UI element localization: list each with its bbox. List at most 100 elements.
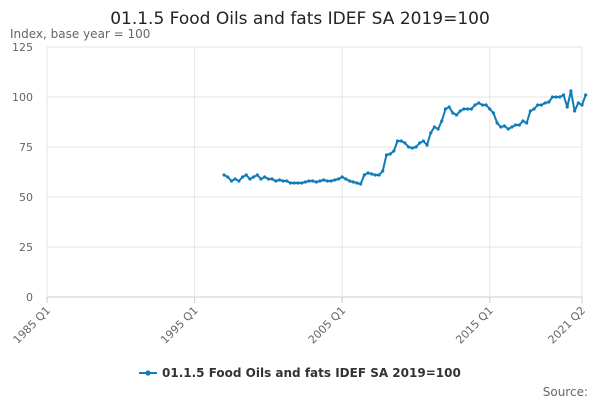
data-point[interactable] [377, 173, 381, 177]
data-point[interactable] [491, 111, 496, 115]
data-point[interactable] [274, 179, 278, 183]
data-point[interactable] [466, 107, 470, 111]
data-point[interactable] [477, 101, 481, 105]
data-point[interactable] [347, 179, 352, 183]
data-point[interactable] [502, 124, 507, 128]
data-point[interactable] [329, 179, 333, 183]
data-point[interactable] [303, 180, 307, 184]
data-point[interactable] [488, 107, 492, 111]
data-point[interactable] [414, 145, 418, 149]
data-point[interactable] [458, 109, 462, 113]
data-point[interactable] [255, 173, 259, 177]
data-point[interactable] [550, 95, 555, 99]
data-point[interactable] [322, 178, 326, 182]
data-point[interactable] [513, 123, 518, 127]
data-point[interactable] [263, 175, 267, 179]
data-point[interactable] [451, 111, 455, 115]
data-point[interactable] [403, 141, 407, 145]
data-point[interactable] [359, 182, 363, 186]
data-point[interactable] [495, 121, 499, 125]
data-point[interactable] [285, 179, 289, 183]
data-point[interactable] [499, 125, 503, 129]
data-point[interactable] [425, 143, 429, 147]
data-point[interactable] [240, 175, 245, 179]
data-point[interactable] [248, 177, 252, 181]
data-point[interactable] [333, 178, 337, 182]
data-point[interactable] [296, 181, 300, 185]
data-point[interactable] [395, 139, 400, 143]
data-point[interactable] [418, 141, 422, 145]
data-point[interactable] [561, 93, 566, 97]
data-point[interactable] [543, 101, 547, 105]
data-point[interactable] [340, 175, 344, 179]
data-point[interactable] [558, 95, 562, 99]
data-point[interactable] [229, 179, 234, 183]
data-point[interactable] [506, 127, 510, 131]
data-point[interactable] [259, 177, 263, 181]
data-point[interactable] [355, 181, 359, 185]
data-point[interactable] [381, 169, 385, 173]
data-point[interactable] [351, 180, 355, 184]
data-point[interactable] [532, 107, 536, 111]
data-point[interactable] [469, 107, 473, 111]
data-point[interactable] [565, 105, 569, 109]
data-point[interactable] [318, 179, 322, 183]
data-point[interactable] [344, 177, 348, 181]
data-point[interactable] [388, 152, 392, 156]
data-point[interactable] [473, 103, 477, 107]
data-point[interactable] [277, 178, 282, 182]
data-point[interactable] [447, 105, 451, 109]
legend[interactable]: 01.1.5 Food Oils and fats IDEF SA 2019=1… [139, 366, 461, 380]
data-point[interactable] [252, 175, 256, 179]
data-point[interactable] [539, 103, 544, 107]
data-point[interactable] [270, 177, 274, 181]
data-point[interactable] [406, 145, 411, 149]
data-point[interactable] [233, 177, 237, 181]
data-point[interactable] [311, 179, 315, 183]
data-point[interactable] [547, 100, 551, 104]
data-point[interactable] [266, 177, 270, 181]
data-point[interactable] [373, 173, 377, 177]
data-point[interactable] [370, 172, 374, 176]
data-point[interactable] [421, 139, 425, 143]
data-point[interactable] [569, 89, 573, 93]
data-point[interactable] [237, 179, 241, 183]
data-point[interactable] [584, 93, 588, 97]
data-point[interactable] [432, 125, 437, 129]
data-point[interactable] [410, 146, 414, 150]
data-point[interactable] [399, 139, 403, 143]
data-point[interactable] [362, 173, 366, 177]
data-point[interactable] [325, 179, 330, 183]
data-point[interactable] [436, 127, 440, 131]
data-point[interactable] [454, 113, 459, 117]
data-point[interactable] [554, 95, 558, 99]
data-point[interactable] [528, 109, 532, 113]
data-point[interactable] [307, 179, 311, 183]
data-point[interactable] [392, 149, 396, 153]
data-point[interactable] [443, 107, 448, 111]
data-point[interactable] [281, 179, 285, 183]
data-point[interactable] [314, 180, 318, 184]
data-point[interactable] [384, 153, 389, 157]
data-point[interactable] [525, 121, 529, 125]
data-point[interactable] [226, 175, 230, 179]
data-point[interactable] [336, 177, 341, 181]
data-point[interactable] [510, 125, 514, 129]
data-point[interactable] [521, 119, 525, 123]
data-point[interactable] [462, 107, 466, 111]
data-point[interactable] [484, 103, 488, 107]
data-point[interactable] [517, 123, 521, 127]
data-point[interactable] [429, 131, 433, 135]
data-point[interactable] [244, 173, 248, 177]
data-point[interactable] [222, 173, 226, 177]
data-point[interactable] [480, 103, 484, 107]
data-point[interactable] [292, 181, 296, 185]
data-point[interactable] [573, 109, 577, 113]
data-point[interactable] [580, 103, 584, 107]
data-point[interactable] [536, 103, 540, 107]
data-point[interactable] [299, 181, 304, 185]
data-point[interactable] [288, 181, 293, 185]
data-point[interactable] [576, 101, 580, 105]
data-point[interactable] [366, 171, 370, 175]
data-point[interactable] [440, 119, 444, 123]
